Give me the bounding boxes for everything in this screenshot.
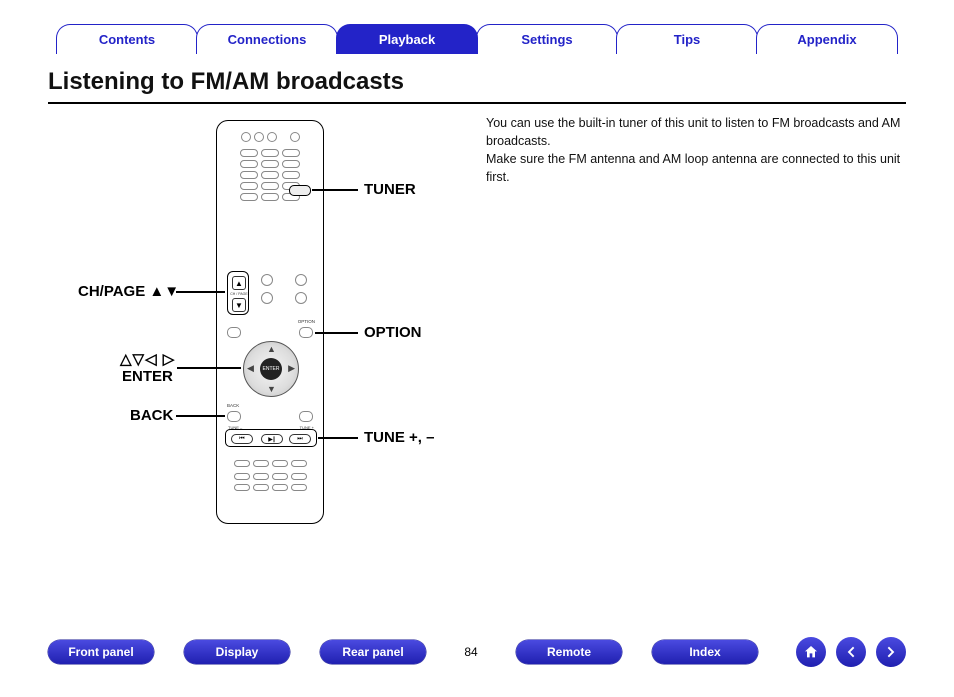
remote-option-label: OPTION <box>298 319 315 324</box>
nav-icons <box>796 637 906 667</box>
remote-chpage-label: CH / PAGE <box>230 292 248 296</box>
callout-back: BACK <box>130 407 173 424</box>
nav-remote[interactable]: Remote <box>516 640 622 664</box>
tab-appendix[interactable]: Appendix <box>756 24 898 54</box>
remote-diagram-area: ▲ CH / PAGE ▼ OPTION BACK <box>48 114 478 584</box>
title-rule <box>48 102 906 104</box>
tab-playback[interactable]: Playback <box>336 24 478 54</box>
bottom-nav: Front panel Display Rear panel 84 Remote… <box>0 637 954 667</box>
nav-index[interactable]: Index <box>652 640 758 664</box>
remote-back-label: BACK <box>227 403 239 408</box>
tab-contents[interactable]: Contents <box>56 24 198 54</box>
nav-display[interactable]: Display <box>184 640 290 664</box>
nav-front-panel[interactable]: Front panel <box>48 640 154 664</box>
remote-enter-button: ENTER <box>260 358 282 380</box>
next-icon[interactable] <box>876 637 906 667</box>
callout-tune: TUNE +, – <box>364 429 434 446</box>
remote-tune-minus-label: TUNE – <box>228 425 242 430</box>
remote-dpad: ▲ ▼ ◀ ▶ ENTER <box>243 341 299 397</box>
page-number: 84 <box>456 645 486 659</box>
remote-tune-buttons: TUNE – TUNE + ⏮ ▶∥ ⏭ <box>225 429 317 447</box>
remote-chpage-buttons: ▲ CH / PAGE ▼ <box>227 271 249 315</box>
main-content: ▲ CH / PAGE ▼ OPTION BACK <box>0 114 954 584</box>
home-icon[interactable] <box>796 637 826 667</box>
callout-dpad: △▽◁ ▷ <box>120 350 175 368</box>
prev-icon[interactable] <box>836 637 866 667</box>
body-text: You can use the built-in tuner of this u… <box>478 114 906 584</box>
callout-tuner: TUNER <box>364 181 416 198</box>
callout-option: OPTION <box>364 324 422 341</box>
nav-rear-panel[interactable]: Rear panel <box>320 640 426 664</box>
tab-connections[interactable]: Connections <box>196 24 338 54</box>
remote-tuner-button <box>289 185 311 196</box>
body-p1: You can use the built-in tuner of this u… <box>486 114 906 150</box>
body-p2: Make sure the FM antenna and AM loop ant… <box>486 150 906 186</box>
page-title: Listening to FM/AM broadcasts <box>48 68 906 96</box>
callout-enter: ENTER <box>122 368 173 385</box>
tab-settings[interactable]: Settings <box>476 24 618 54</box>
remote-outline: ▲ CH / PAGE ▼ OPTION BACK <box>216 120 324 524</box>
top-tabs: Contents Connections Playback Settings T… <box>0 24 954 54</box>
remote-tune-plus-label: TUNE + <box>300 425 314 430</box>
tab-tips[interactable]: Tips <box>616 24 758 54</box>
callout-chpage: CH/PAGE ▲▼ <box>78 283 179 300</box>
